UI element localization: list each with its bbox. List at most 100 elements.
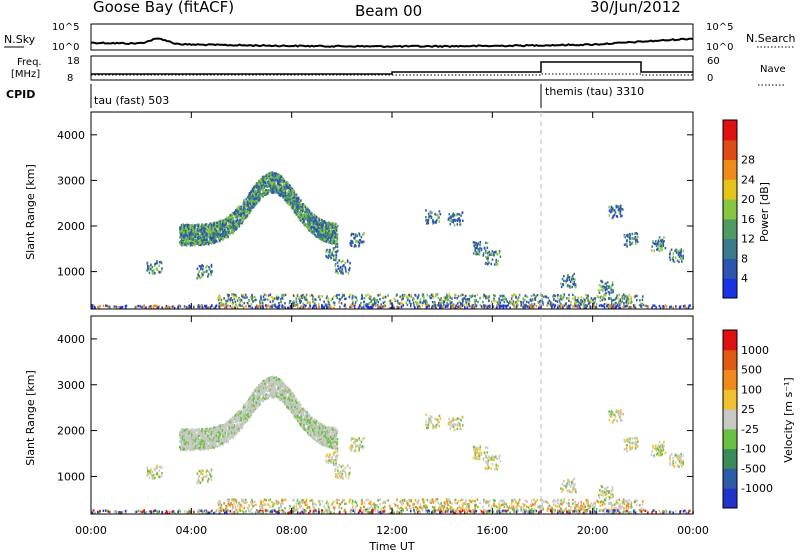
- power-cell: [242, 216, 245, 220]
- power-cell: [319, 235, 322, 238]
- power-cell: [428, 295, 431, 298]
- power-cell: [268, 175, 270, 178]
- power-cell: [434, 294, 437, 298]
- velocity-cell: [416, 508, 419, 511]
- power-cell: [220, 302, 223, 305]
- power-cell: [567, 274, 570, 277]
- power-cell: [440, 305, 443, 308]
- velocity-cell: [219, 506, 222, 510]
- power-cell: [298, 205, 301, 209]
- power-cell: [475, 247, 478, 250]
- power-cell: [222, 228, 225, 231]
- velocity-cell: [585, 498, 588, 502]
- power-cell: [321, 229, 324, 232]
- power-cell: [231, 212, 234, 215]
- power-cell: [303, 219, 305, 222]
- power-cell: [434, 212, 436, 216]
- power-cell: [303, 304, 306, 307]
- power-cell: [355, 296, 358, 300]
- power-cell: [248, 191, 251, 195]
- power-cell: [328, 240, 331, 243]
- power-cell: [330, 306, 333, 309]
- power-cell: [455, 305, 457, 308]
- power-cell: [173, 306, 176, 310]
- power-cell: [557, 293, 559, 297]
- power-cell: [461, 293, 464, 297]
- power-cell: [669, 258, 672, 262]
- power-cell: [200, 265, 202, 268]
- power-cell: [610, 288, 612, 291]
- power-cell: [327, 233, 330, 236]
- power-cell: [303, 214, 306, 217]
- power-cell: [278, 306, 280, 310]
- power-cell: [278, 302, 280, 305]
- power-cell: [535, 295, 538, 298]
- power-cell: [301, 207, 303, 210]
- power-cell: [265, 304, 267, 307]
- velocity-cell: [542, 500, 545, 504]
- velocity-cell: [577, 501, 580, 505]
- power-cell: [441, 299, 443, 303]
- power-cell: [662, 240, 664, 243]
- power-cell: [197, 236, 200, 240]
- power-cell: [458, 213, 461, 216]
- power-cell: [526, 305, 529, 308]
- power-cell: [341, 268, 343, 271]
- power-cell: [505, 298, 507, 301]
- power-cell: [431, 293, 434, 296]
- power-cell: [546, 304, 549, 307]
- velocity-cell: [321, 500, 324, 503]
- power-cell: [244, 216, 247, 219]
- power-cell: [603, 297, 605, 300]
- power-cell: [203, 238, 205, 242]
- power-cell: [295, 300, 298, 303]
- power-cell: [251, 199, 253, 202]
- power-cell: [487, 257, 489, 260]
- power-cell: [262, 194, 265, 197]
- power-cell: [511, 294, 513, 297]
- power-cell: [317, 230, 320, 234]
- velocity-cell: [229, 505, 231, 508]
- power-cell: [485, 255, 487, 259]
- power-cell: [321, 221, 323, 224]
- power-cell: [257, 196, 259, 200]
- velocity-cell: [566, 502, 568, 505]
- power-cell: [266, 180, 269, 184]
- power-cell: [611, 305, 614, 309]
- power-cell: [213, 241, 215, 245]
- power-cell: [549, 303, 552, 306]
- power-cell: [321, 234, 324, 238]
- velocity-cell: [284, 506, 286, 510]
- power-cell: [284, 302, 286, 305]
- power-cell: [214, 228, 216, 231]
- power-cell: [474, 249, 476, 252]
- power-cell: [449, 296, 452, 299]
- station-title: Goose Bay (fitACF): [93, 0, 234, 16]
- power-cell: [670, 305, 673, 308]
- power-cell: [243, 301, 246, 305]
- power-cell: [461, 211, 464, 215]
- power-cell: [332, 256, 335, 260]
- power-cell: [230, 231, 232, 234]
- power-cell: [619, 302, 622, 305]
- power-cell: [306, 206, 308, 209]
- power-cell: [292, 206, 294, 209]
- power-cell: [311, 212, 313, 216]
- power-cell: [228, 222, 231, 226]
- nsky-tick-bottom: 10^0: [52, 42, 79, 53]
- power-cell: [452, 215, 454, 218]
- power-cell: [485, 305, 488, 309]
- power-cell: [270, 172, 273, 175]
- power-cell: [533, 298, 536, 301]
- power-cell: [328, 225, 331, 229]
- power-cell: [165, 304, 168, 308]
- velocity-cell: [456, 501, 458, 505]
- power-cell: [265, 183, 268, 186]
- power-cell: [592, 298, 594, 302]
- power-cell: [241, 219, 243, 222]
- velocity-cell: [297, 502, 300, 505]
- power-cell: [304, 205, 307, 208]
- power-cell: [345, 297, 347, 301]
- power-cell: [442, 303, 445, 306]
- velocity-cell: [611, 504, 613, 507]
